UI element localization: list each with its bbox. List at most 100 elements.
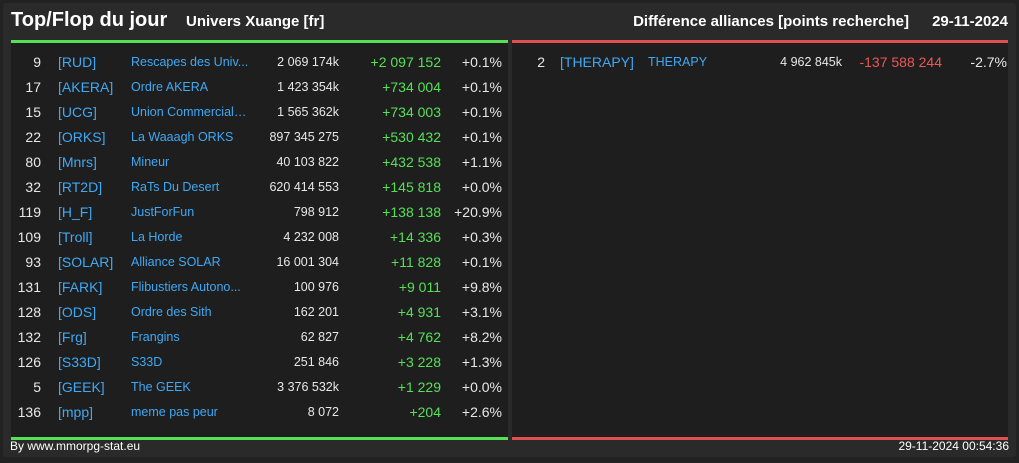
alliance-name-link[interactable]: THERAPY bbox=[648, 55, 708, 69]
diff-cell: +138 138 bbox=[382, 204, 441, 220]
alliance-name-link[interactable]: meme pas peur bbox=[131, 405, 218, 419]
alliance-tag-link[interactable]: [THERAPY] bbox=[560, 54, 634, 70]
percent-cell: +1.1% bbox=[461, 154, 502, 170]
alliance-name-link[interactable]: Alliance SOLAR bbox=[131, 255, 221, 269]
rank-cell: 131 bbox=[17, 279, 41, 295]
diff-cell: +432 538 bbox=[382, 154, 441, 170]
alliance-name-link[interactable]: RaTs Du Desert bbox=[131, 180, 220, 194]
percent-cell: +3.1% bbox=[461, 304, 502, 320]
alliance-name-link[interactable]: La Horde bbox=[131, 230, 183, 244]
table-row: 17 [AKERA] Ordre AKERA 1 423 354k +734 004 +0… bbox=[11, 75, 508, 100]
percent-cell: +0.0% bbox=[461, 379, 502, 395]
footer-credit[interactable]: By www.mmorpg-stat.eu bbox=[10, 439, 141, 453]
percent-cell: +2.6% bbox=[461, 404, 502, 420]
percent-cell: +20.9% bbox=[454, 204, 502, 220]
rank-cell: 32 bbox=[25, 179, 41, 195]
alliance-name-link[interactable]: The GEEK bbox=[131, 380, 191, 394]
alliance-tag-link[interactable]: [FARK] bbox=[58, 279, 103, 295]
table-row: 126 [S33D] S33D 251 846 +3 228 +1.3% bbox=[11, 350, 508, 375]
table-row: 93 [SOLAR] Alliance SOLAR 16 001 304 +11 828… bbox=[11, 250, 508, 275]
diff-cell: +530 432 bbox=[382, 129, 441, 145]
alliance-name-link[interactable]: Mineur bbox=[131, 155, 170, 169]
points-cell: 8 072 bbox=[307, 405, 339, 419]
alliance-name-link[interactable]: S33D bbox=[131, 355, 163, 369]
alliance-tag-link[interactable]: [H_F] bbox=[58, 204, 93, 220]
rank-cell: 128 bbox=[17, 304, 41, 320]
points-cell: 3 376 532k bbox=[277, 380, 339, 394]
diff-cell: +734 004 bbox=[382, 79, 441, 95]
points-cell: 162 201 bbox=[293, 305, 339, 319]
percent-cell: +8.2% bbox=[461, 329, 502, 345]
percent-cell: +0.3% bbox=[461, 229, 502, 245]
points-cell: 100 976 bbox=[293, 280, 339, 294]
table-row: 119 [H_F] JustForFun 798 912 +138 138 +20.9% bbox=[11, 200, 508, 225]
rank-cell: 136 bbox=[17, 404, 41, 420]
diff-cell: +9 011 bbox=[398, 279, 441, 295]
points-cell: 62 827 bbox=[300, 330, 339, 344]
metric-label: Différence alliances [points recherche] bbox=[633, 13, 909, 30]
alliance-tag-link[interactable]: [mpp] bbox=[58, 404, 94, 420]
points-cell: 2 069 174k bbox=[277, 55, 339, 69]
rank-cell: 126 bbox=[17, 354, 41, 370]
alliance-tag-link[interactable]: [UCG] bbox=[58, 104, 97, 120]
points-cell: 1 565 362k bbox=[277, 105, 339, 119]
page-title: Top/Flop du jour bbox=[11, 9, 168, 31]
footer-timestamp: 29-11-2024 00:54:36 bbox=[898, 439, 1009, 453]
diff-cell: +4 762 bbox=[397, 329, 441, 345]
points-cell: 251 846 bbox=[293, 355, 339, 369]
diff-cell: +1 229 bbox=[397, 379, 441, 395]
points-cell: 16 001 304 bbox=[276, 255, 339, 269]
alliance-tag-link[interactable]: [S33D] bbox=[58, 354, 101, 370]
flop-panel: 2 [THERAPY] THERAPY 4 962 845k -137 588 244 -… bbox=[512, 40, 1008, 440]
percent-cell: +0.1% bbox=[461, 129, 502, 145]
alliance-tag-link[interactable]: [AKERA] bbox=[58, 79, 114, 95]
alliance-tag-link[interactable]: [ODS] bbox=[58, 304, 97, 320]
alliance-name-link[interactable]: Flibustiers Autono... bbox=[131, 280, 241, 294]
diff-cell: +734 003 bbox=[382, 104, 441, 120]
rank-cell: 80 bbox=[25, 154, 41, 170]
table-row: 131 [FARK] Flibustiers Autono... 100 976 +9 … bbox=[11, 275, 508, 300]
alliance-name-link[interactable]: Ordre AKERA bbox=[131, 80, 209, 94]
points-cell: 4 232 008 bbox=[283, 230, 339, 244]
rank-cell: 2 bbox=[537, 54, 545, 70]
alliance-tag-link[interactable]: [SOLAR] bbox=[58, 254, 114, 270]
alliance-tag-link[interactable]: [Mnrs] bbox=[58, 154, 97, 170]
alliance-name-link[interactable]: JustForFun bbox=[131, 205, 195, 219]
alliance-tag-link[interactable]: [GEEK] bbox=[58, 379, 105, 395]
rank-cell: 93 bbox=[25, 254, 41, 270]
rank-cell: 132 bbox=[17, 329, 41, 345]
alliance-tag-link[interactable]: [RUD] bbox=[58, 54, 97, 70]
alliance-tag-link[interactable]: [Frg] bbox=[58, 329, 87, 345]
points-cell: 40 103 822 bbox=[276, 155, 339, 169]
rank-cell: 22 bbox=[25, 129, 41, 145]
alliance-name-link[interactable]: Frangins bbox=[131, 330, 180, 344]
alliance-tag-link[interactable]: [ORKS] bbox=[58, 129, 106, 145]
top-panel: 9 [RUD] Rescapes des Univ... 2 069 174k +2 0… bbox=[11, 40, 508, 440]
header-date: 29-11-2024 bbox=[932, 13, 1008, 30]
table-row: 136 [mpp] meme pas peur 8 072 +204 +2.6% bbox=[11, 400, 508, 425]
table-row: 15 [UCG] Union Commerciale... 1 565 362k +73… bbox=[11, 100, 508, 125]
alliance-tag-link[interactable]: [RT2D] bbox=[58, 179, 103, 195]
diff-cell: +204 bbox=[409, 404, 441, 420]
diff-cell: +145 818 bbox=[382, 179, 441, 195]
table-row: 9 [RUD] Rescapes des Univ... 2 069 174k +2 0… bbox=[11, 50, 508, 75]
alliance-name-link[interactable]: La Waaagh ORKS bbox=[131, 130, 234, 144]
percent-cell: +9.8% bbox=[461, 279, 502, 295]
diff-cell: +4 931 bbox=[397, 304, 441, 320]
points-cell: 897 345 275 bbox=[269, 130, 339, 144]
diff-cell: +2 097 152 bbox=[370, 54, 441, 70]
table-row: 5 [GEEK] The GEEK 3 376 532k +1 229 +0.0% bbox=[11, 375, 508, 400]
table-row: 32 [RT2D] RaTs Du Desert 620 414 553 +145 81… bbox=[11, 175, 508, 200]
alliance-name-link[interactable]: Union Commerciale... bbox=[131, 105, 251, 119]
table-row: 22 [ORKS] La Waaagh ORKS 897 345 275 +530 43… bbox=[11, 125, 508, 150]
points-cell: 798 912 bbox=[293, 205, 339, 219]
alliance-tag-link[interactable]: [Troll] bbox=[58, 229, 93, 245]
alliance-name-link[interactable]: Rescapes des Univ... bbox=[131, 55, 249, 69]
points-cell: 4 962 845k bbox=[780, 55, 842, 69]
alliance-name-link[interactable]: Ordre des Sith bbox=[131, 305, 212, 319]
percent-cell: +0.1% bbox=[461, 254, 502, 270]
diff-cell: +14 336 bbox=[390, 229, 441, 245]
percent-cell: +0.0% bbox=[461, 179, 502, 195]
percent-cell: +0.1% bbox=[461, 79, 502, 95]
table-row: 128 [ODS] Ordre des Sith 162 201 +4 931 +3.1% bbox=[11, 300, 508, 325]
